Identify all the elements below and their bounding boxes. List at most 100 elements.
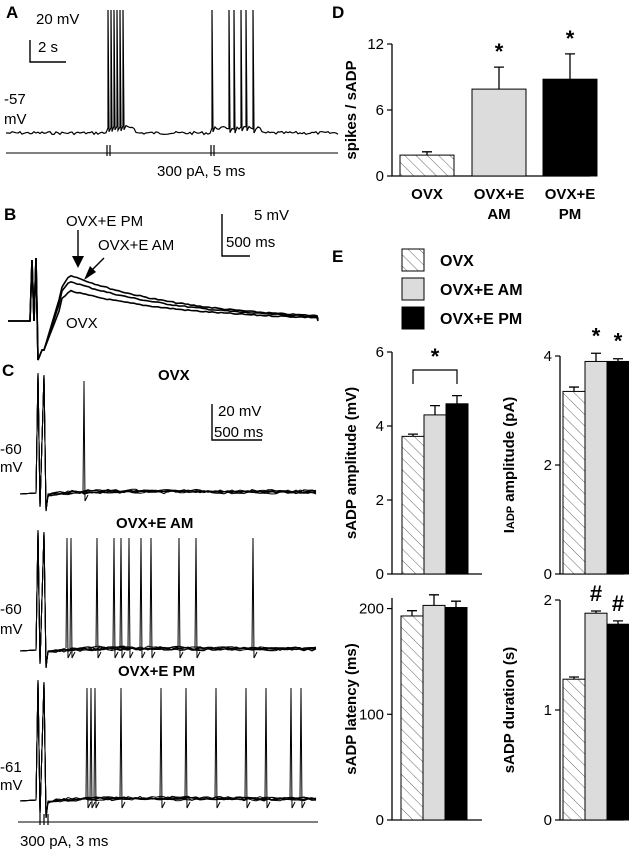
legend-label-ovx-e-pm: OVX+E PM — [440, 311, 522, 328]
y-tick-label-12: 12 — [367, 36, 384, 53]
y-tick-label-4: 4 — [376, 418, 384, 435]
spike-trace — [65, 537, 72, 659]
panel-b-label-ovx-e-am: OVX+E AM — [98, 237, 174, 254]
significance-bracket — [412, 369, 458, 384]
category-label-ovx-e: OVX+E — [545, 186, 595, 203]
error-bar-ovx — [408, 433, 418, 437]
bar-ovx-e-am — [584, 360, 608, 575]
bar-ovx — [562, 678, 586, 821]
arrow-down-icon — [72, 256, 84, 268]
panel-e-chart-iadp-amplitude: 0 2 4 * * IADP amplitude (pA) — [501, 323, 629, 583]
panel-b-trace-ovx-e-pm — [8, 257, 319, 361]
panel-c-scale-voltage: 20 mV — [218, 403, 261, 420]
panel-d: D 0 6 12 OVX * OVX+E AM * OVX+E PM spikes / sADP — [332, 3, 598, 223]
y-tick-label-0: 0 — [544, 812, 552, 829]
spike-trace — [69, 537, 76, 659]
error-bar-ovx — [569, 676, 579, 680]
y-tick-label-1: 1 — [544, 702, 552, 719]
panel-c-unit-3: mV — [0, 777, 23, 794]
bar-ovx-e-am — [423, 414, 447, 575]
arrow-left-icon — [84, 266, 96, 280]
panel-a-scale-time: 2 s — [38, 39, 58, 56]
legend-label-ovx: OVX — [440, 253, 474, 270]
bar-ovx-e-pm — [542, 78, 598, 177]
y-axis-label: sADP amplitude (mV) — [343, 387, 360, 539]
significance-marker-ovx-e-am: # — [590, 581, 602, 606]
panel-c-label: C — [2, 361, 14, 380]
y-tick-label-0: 0 — [376, 812, 384, 829]
category-label-ovx: OVX — [411, 186, 443, 203]
panel-e-legend: OVX OVX+E AM OVX+E PM — [401, 248, 523, 330]
spike-trace — [184, 687, 191, 809]
legend-swatch-ovx-e-am — [401, 277, 425, 301]
panel-a-stimulus-label: 300 pA, 5 ms — [157, 163, 245, 180]
panel-a-scale-voltage: 20 mV — [36, 11, 79, 28]
significance-marker-ovx-e-am: * — [495, 39, 504, 64]
bar-ovx — [399, 154, 455, 177]
panel-b-scale-voltage: 5 mV — [254, 207, 289, 224]
panel-c-value-2: -60 — [0, 601, 22, 618]
significance-marker-ovx-e-am: * — [592, 323, 601, 348]
significance-marker-ovx-e-pm: * — [614, 329, 623, 354]
sweep-trace — [19, 372, 317, 512]
bar-ovx-e-pm — [444, 607, 468, 821]
panel-c-unit-2: mV — [0, 621, 23, 638]
category-label-pm: PM — [559, 206, 582, 223]
spike-trace — [82, 380, 89, 502]
bar-ovx-e-am — [422, 604, 446, 821]
y-tick-label-2: 2 — [544, 457, 552, 474]
panel-a-stimulus-marks — [106, 145, 215, 156]
panel-b-scale-bar — [221, 214, 250, 257]
y-tick-label-0: 0 — [544, 566, 552, 583]
y-tick-label-200: 200 — [359, 601, 384, 618]
spike-trace — [139, 537, 146, 659]
panel-c-traces-ovx-e-am — [19, 529, 317, 669]
panel-b-trace-ovx — [8, 257, 319, 361]
spike-trace — [214, 687, 221, 809]
panel-c-title-ovx: OVX — [158, 367, 190, 384]
panel-c-stimulus-marks — [39, 814, 49, 825]
panel-c-title-ovx-e-pm: OVX+E PM — [118, 663, 195, 680]
y-axis-label: sADP latency (ms) — [343, 643, 360, 774]
panel-a-label: A — [6, 3, 18, 22]
panel-c: C OVX OVX+E AM OVX+E PM 20 mV 500 ms -60… — [0, 361, 318, 850]
panel-e-label: E — [332, 247, 343, 266]
y-axis-label-main: I — [501, 529, 518, 533]
bar-ovx — [562, 390, 586, 575]
y-tick-label-2: 2 — [376, 492, 384, 509]
spike-trace — [119, 537, 126, 659]
spike-trace — [89, 687, 96, 809]
y-tick-label-2: 2 — [544, 592, 552, 609]
spike-trace — [159, 687, 166, 809]
bar-ovx-e-am — [471, 88, 527, 177]
spike-trace — [112, 537, 119, 659]
panel-a-voltage-trace — [6, 9, 339, 136]
error-bar-ovx-e-am — [429, 594, 439, 606]
spike-trace — [177, 537, 184, 659]
panel-c-traces-ovx — [19, 372, 317, 512]
error-bar-ovx-e-pm — [613, 358, 623, 362]
panel-e-chart-sadp-amplitude: 0 2 4 6 sADP amplitude (mV) * — [343, 344, 482, 583]
spike-trace — [149, 537, 156, 659]
panel-e-chart-sadp-latency: 0 100 200 sADP latency (ms) — [343, 594, 482, 829]
error-bar-ovx-e-pm — [452, 395, 462, 404]
spike-trace — [264, 687, 271, 809]
bar-ovx-e-pm — [606, 360, 629, 575]
legend-label-ovx-e-am: OVX+E AM — [440, 282, 523, 299]
error-bar-ovx-e-pm — [451, 600, 461, 608]
y-axis-label: spikes / sADP — [343, 60, 360, 159]
bar-ovx-e-pm — [606, 623, 629, 821]
y-axis-label-sub: ADP — [505, 506, 517, 529]
bar-ovx — [401, 435, 425, 575]
panel-b-label-ovx-e-pm: OVX+E PM — [66, 213, 143, 230]
panel-a-baseline-value: -57 — [4, 91, 26, 108]
error-bar-ovx-e-pm — [613, 620, 623, 625]
bar-ovx-e-pm — [445, 403, 469, 575]
spike-trace — [95, 537, 102, 659]
significance-marker-ovx-e-pm: # — [612, 591, 624, 616]
error-bar-ovx-e-am — [430, 405, 440, 415]
y-tick-label-6: 6 — [376, 344, 384, 361]
spike-trace — [194, 537, 201, 659]
spike-trace — [244, 687, 251, 809]
error-bar-ovx — [422, 151, 432, 156]
